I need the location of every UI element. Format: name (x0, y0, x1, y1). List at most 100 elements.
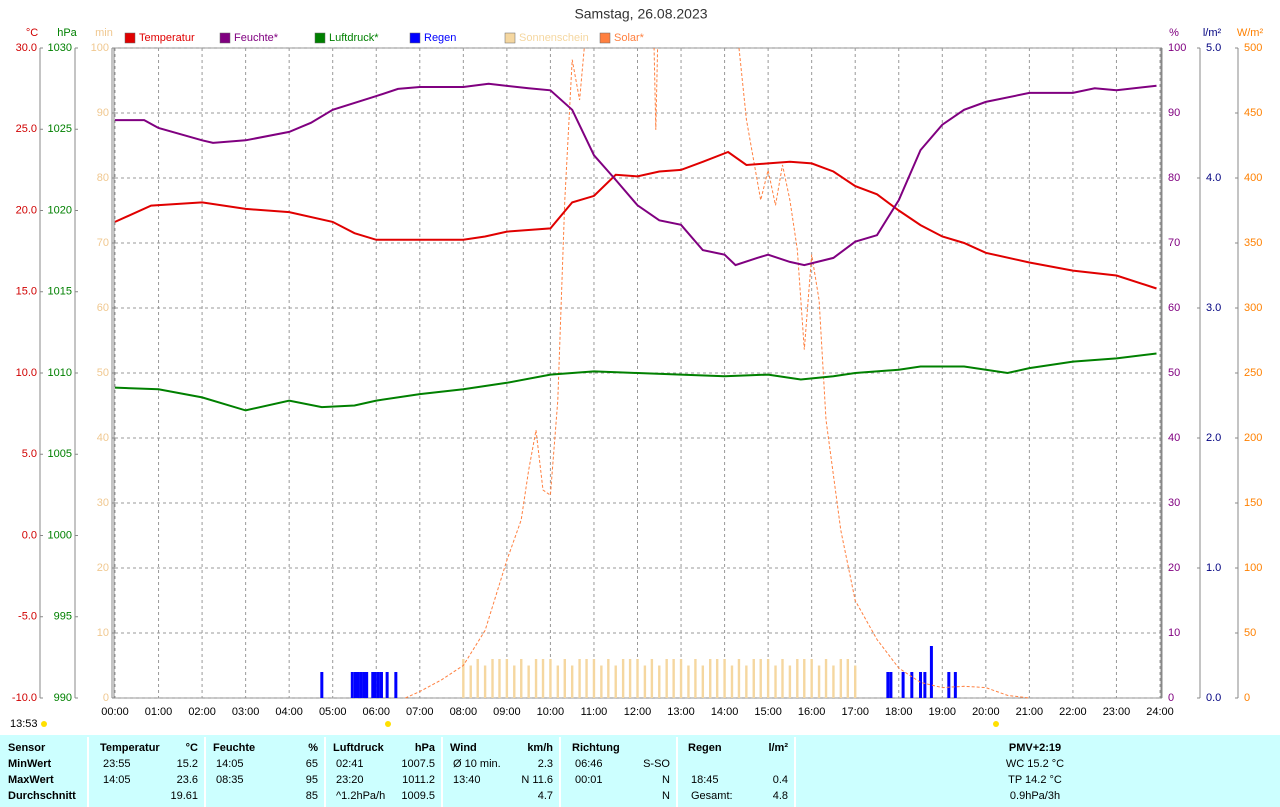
table-cell: S-SO (643, 758, 670, 770)
table-cell: 14:05 (103, 774, 131, 786)
bar (923, 672, 927, 698)
legend-swatch (504, 32, 516, 44)
y-tick-label: 150 (1244, 497, 1262, 509)
legend-swatch (409, 32, 421, 44)
axis-label: l/m² (1203, 27, 1222, 39)
y-tick-label: 10.0 (16, 367, 37, 379)
table-cell: Durchschnitt (8, 790, 76, 802)
y-tick-label: 350 (1244, 237, 1262, 249)
x-tick-label: 07:00 (406, 706, 434, 718)
x-tick-label: 19:00 (929, 706, 957, 718)
x-tick-label: 20:00 (972, 706, 1000, 718)
y-tick-label: 80 (97, 172, 109, 184)
bar (394, 672, 398, 698)
y-tick-label: 70 (97, 237, 109, 249)
bar (672, 659, 675, 698)
bar (350, 672, 354, 698)
table-cell: WC 15.2 °C (1006, 758, 1064, 770)
bar (774, 665, 777, 698)
bar (636, 659, 639, 698)
x-tick-label: 02:00 (188, 706, 216, 718)
column-header: Regen (688, 742, 722, 754)
x-tick-label: 05:00 (319, 706, 347, 718)
bar (679, 659, 683, 698)
y-tick-label: 500 (1244, 42, 1262, 54)
bar (527, 665, 530, 698)
y-tick-label: 2.0 (1206, 432, 1221, 444)
x-tick-label: 22:00 (1059, 706, 1087, 718)
bar (379, 672, 383, 698)
column-header: Luftdruck (333, 742, 385, 754)
line (115, 82, 1157, 267)
bar (563, 659, 566, 698)
column-header: Richtung (572, 742, 620, 754)
bar (947, 672, 951, 698)
y-tick-label: 450 (1244, 107, 1262, 119)
bar (513, 665, 516, 698)
axis-label: min (95, 27, 113, 39)
legend-swatch (219, 32, 231, 44)
legend-label: Feuchte* (234, 32, 279, 44)
bar (929, 646, 933, 698)
y-tick-label: 100 (1244, 562, 1262, 574)
table-cell: 65 (306, 758, 318, 770)
bar (665, 659, 668, 698)
bar (505, 659, 509, 698)
bar (371, 672, 375, 698)
table-cell: 0.4 (773, 774, 788, 786)
y-tick-label: 1030 (48, 42, 72, 54)
y-tick-label: 40 (1168, 432, 1180, 444)
table-cell: Gesamt: (691, 790, 733, 802)
legend-swatch (314, 32, 326, 44)
y-tick-label: 10 (1168, 627, 1180, 639)
table-cell: 02:41 (336, 758, 364, 770)
y-tick-label: 100 (1168, 42, 1186, 54)
x-tick-label: 14:00 (711, 706, 739, 718)
y-tick-label: 90 (97, 107, 109, 119)
bar (709, 659, 712, 698)
y-tick-label: 30 (1168, 497, 1180, 509)
bar (737, 659, 741, 698)
bar (730, 665, 734, 698)
bar (614, 665, 617, 698)
y-tick-label: 100 (91, 42, 109, 54)
bar (650, 659, 654, 698)
table-cell: 18:45 (691, 774, 719, 786)
chart-title: Samstag, 26.08.2023 (574, 6, 707, 22)
y-tick-label: 50 (1244, 627, 1256, 639)
bar (556, 665, 560, 698)
bar (803, 659, 806, 698)
y-tick-label: 300 (1244, 302, 1262, 314)
bar (817, 665, 821, 698)
bar (585, 659, 588, 698)
legend-label: Solar* (614, 32, 645, 44)
x-tick-label: 10:00 (537, 706, 565, 718)
table-cell: 1011.2 (402, 774, 435, 786)
bar (832, 665, 835, 698)
y-tick-label: 1.0 (1206, 562, 1221, 574)
table-cell: MaxWert (8, 774, 54, 786)
x-tick-label: 06:00 (362, 706, 390, 718)
bar (810, 659, 813, 698)
bar (376, 672, 380, 698)
y-tick-label: 3.0 (1206, 302, 1221, 314)
line (114, 352, 1157, 412)
bar (498, 659, 501, 698)
y-tick-label: 80 (1168, 172, 1180, 184)
legend-label: Temperatur (139, 32, 195, 44)
axis-label: % (1169, 27, 1179, 39)
y-tick-label: 0 (103, 692, 109, 704)
y-tick-label: 1025 (48, 123, 72, 135)
column-header: Wind (450, 742, 477, 754)
x-tick-label: 12:00 (624, 706, 652, 718)
y-tick-label: 40 (97, 432, 109, 444)
bar (752, 659, 755, 698)
bar (766, 659, 770, 698)
bar (578, 659, 581, 698)
column-unit: km/h (527, 742, 553, 754)
table-cell: 23:55 (103, 758, 131, 770)
y-tick-label: 1000 (48, 529, 72, 541)
bar (953, 672, 957, 698)
table-cell: 14:05 (216, 758, 244, 770)
table-cell: 06:46 (575, 758, 603, 770)
